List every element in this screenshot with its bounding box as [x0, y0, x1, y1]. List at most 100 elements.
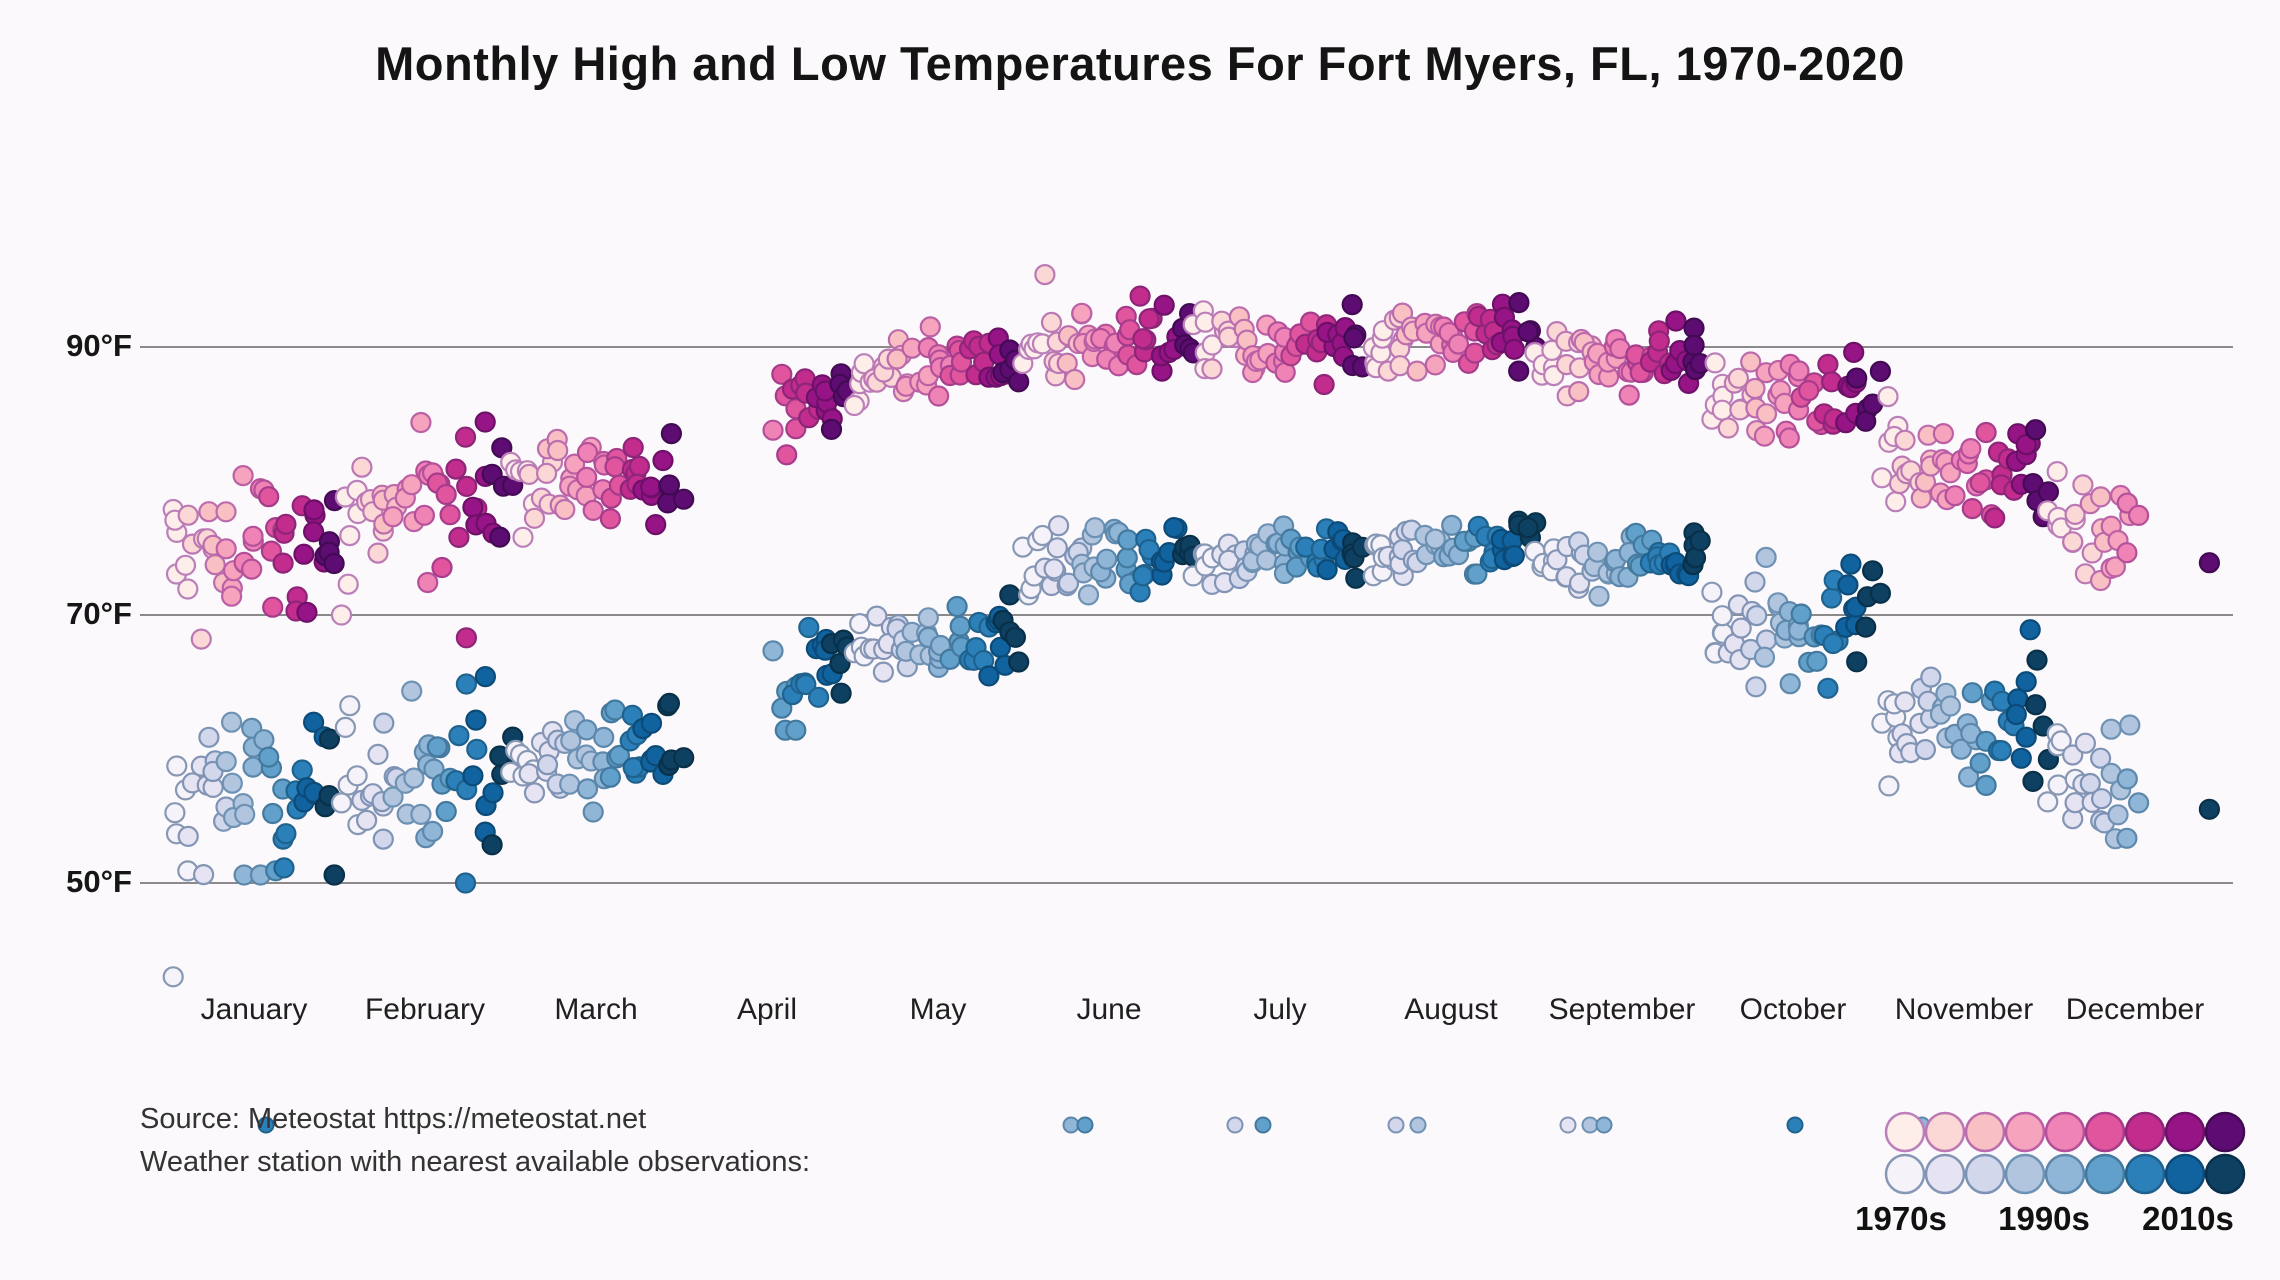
dot-low-november-2017 [2024, 694, 2047, 716]
dot-low-january-2002 [262, 802, 284, 825]
dot-low-march-1994 [576, 778, 599, 800]
dot-low-march-1982 [536, 754, 559, 776]
legend-decade-label-1990s: 1990s [1998, 1200, 2090, 1237]
dot-low-october-2011 [1837, 574, 1859, 596]
dot-high-july-2019 [1343, 327, 1365, 349]
dot-low-march-2001 [599, 766, 622, 788]
station-timeline-dot-0 [257, 1116, 275, 1134]
dot-low-february-1972 [339, 695, 361, 717]
dot-high-october-1982 [1740, 351, 1762, 373]
dot-low-june-1987 [1077, 584, 1100, 606]
dot-low-november-2008 [1990, 739, 2012, 762]
dot-low-november-2014 [2019, 619, 2041, 641]
dot-low-march-2008 [622, 756, 644, 779]
dot-low-january-2017 [318, 728, 340, 750]
dot-low-april-1998 [762, 640, 784, 662]
dot-low-june-2001 [1117, 529, 1139, 551]
dot-low-may-2019 [1008, 651, 1030, 673]
dot-low-january-1971 [166, 755, 188, 777]
dot-high-march-1976 [518, 463, 540, 485]
dot-low-february-2006 [455, 673, 477, 695]
dot-low-may-2002 [949, 615, 971, 637]
dot-low-march-1997 [593, 726, 615, 749]
y-tick-50: 50°F [66, 864, 132, 899]
dot-high-november-2004 [1984, 507, 2006, 529]
dot-high-november-1999 [1961, 498, 1983, 520]
dot-high-august-2015 [1503, 338, 1525, 360]
dot-low-november-1999 [1961, 682, 1983, 704]
dot-low-june-2007 [1132, 565, 1154, 587]
dot-low-august-2020 [1517, 517, 1539, 539]
dot-low-march-1995 [582, 801, 604, 823]
dot-low-december-1992 [2119, 714, 2141, 736]
dot-low-november-1994 [1950, 738, 1972, 760]
month-label-july: July [1253, 993, 1307, 1026]
dot-low-october-2005 [1817, 677, 1839, 699]
dot-low-june-1975 [1031, 524, 1054, 547]
dot-high-january-2013 [303, 521, 325, 543]
dot-high-february-2014 [474, 411, 496, 433]
dot-high-february-2002 [431, 556, 453, 579]
legend-low-swatch-3 [2004, 1153, 2046, 1195]
station-note-text: Weather station with nearest available o… [140, 1146, 811, 1178]
dot-low-january-2005 [273, 857, 295, 879]
legend-low-swatch-6 [2124, 1153, 2166, 1195]
dot-high-march-2015 [652, 449, 674, 472]
dot-low-december-1993 [2116, 768, 2138, 790]
dot-low-march-1978 [523, 782, 546, 804]
dot-low-october-2012 [1840, 553, 1862, 575]
dot-high-may-2019 [1008, 371, 1030, 393]
dot-high-june-1988 [1071, 302, 1093, 324]
month-label-may: May [909, 993, 967, 1026]
dot-low-november-1984 [1914, 738, 1937, 761]
dot-low-february-1970 [334, 716, 356, 739]
dot-high-december-1973 [2046, 461, 2068, 483]
dot-low-january-1970 [162, 966, 184, 988]
dot-high-march-2020 [673, 488, 695, 510]
station-timeline-dot-4 [1254, 1116, 1272, 1134]
dot-high-march-2014 [645, 513, 667, 536]
dot-high-march-1985 [547, 439, 569, 462]
month-label-september: September [1548, 993, 1696, 1026]
dot-low-january-1987 [215, 750, 237, 773]
dot-low-november-2000 [1975, 774, 1997, 797]
dot-low-june-1978 [1046, 537, 1068, 559]
station-timeline-dot-7 [1559, 1116, 1577, 1134]
dot-low-may-2000 [946, 595, 968, 618]
station-timeline-dot-3 [1226, 1116, 1244, 1134]
dot-low-october-2016 [1846, 651, 1868, 673]
dot-low-january-1976 [177, 825, 199, 848]
dot-low-november-2012 [2010, 747, 2032, 769]
station-timeline-dot-2 [1076, 1116, 1094, 1134]
dot-high-january-2014 [303, 499, 325, 521]
y-tick-90: 90°F [66, 328, 132, 363]
dot-low-january-1988 [221, 772, 243, 794]
dot-low-november-1996 [1957, 766, 1980, 788]
dot-high-march-1994 [576, 441, 599, 464]
dot-low-october-1971 [1701, 581, 1723, 603]
dot-low-may-1977 [866, 605, 888, 627]
dot-high-may-1992 [919, 316, 941, 338]
dot-low-february-2009 [466, 738, 488, 761]
dot-low-december-1994 [2116, 827, 2138, 849]
dot-high-october-1978 [1727, 367, 1750, 389]
dot-low-august-1992 [1424, 528, 1446, 550]
dot-high-august-1998 [1447, 333, 1470, 355]
dot-high-august-2003 [1464, 342, 1486, 364]
dot-low-december-1995 [2128, 792, 2150, 814]
dot-high-january-1979 [190, 628, 212, 650]
dot-high-november-2001 [1969, 472, 1991, 494]
dot-high-october-1997 [1788, 360, 1810, 382]
dot-high-january-1994 [241, 558, 263, 580]
legend-high-swatch-8 [2204, 1111, 2246, 1153]
dot-low-july-2011 [1316, 558, 1338, 581]
month-label-june: June [1076, 993, 1142, 1026]
dot-high-october-1970 [1704, 352, 1726, 374]
dot-high-january-2006 [275, 513, 297, 535]
dot-high-january-1986 [215, 501, 237, 523]
dot-low-may-1972 [849, 612, 871, 635]
dot-low-october-2006 [1820, 587, 1843, 609]
dot-low-january-1989 [221, 711, 243, 733]
dot-low-october-1994 [1779, 673, 1801, 695]
dot-high-october-2020 [1869, 360, 1892, 382]
